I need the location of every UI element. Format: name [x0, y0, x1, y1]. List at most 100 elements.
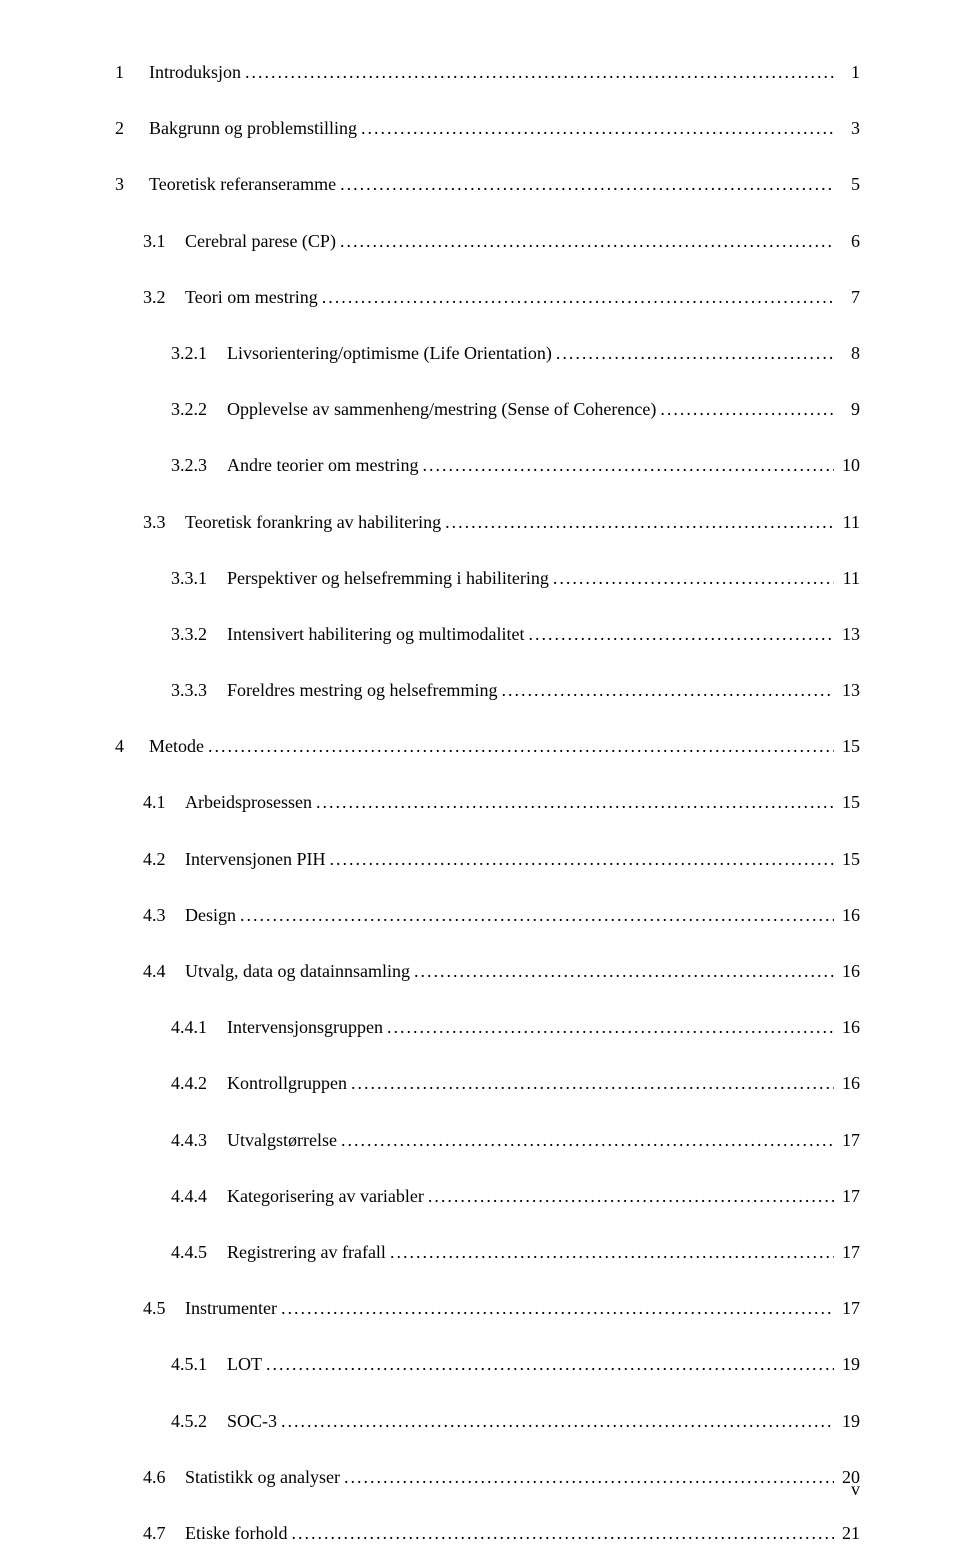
toc-entry-page: 11 — [838, 510, 860, 535]
toc-entry-number: 3.2.3 — [171, 453, 227, 478]
toc-entry-title: Foreldres mestring og helsefremming — [227, 678, 497, 703]
toc-entry-title: Intervensjonsgruppen — [227, 1015, 383, 1040]
toc-entry-number: 3.3.1 — [171, 566, 227, 591]
toc-entry-number: 4.4.1 — [171, 1015, 227, 1040]
toc-leader-dots — [351, 1071, 834, 1096]
toc-entry-page: 1 — [838, 60, 860, 85]
toc-entry: 1Introduksjon1 — [115, 60, 860, 85]
toc-leader-dots — [390, 1240, 834, 1265]
toc-entry-title: Teoretisk referanseramme — [149, 172, 336, 197]
toc-entry-title: SOC-3 — [227, 1409, 277, 1434]
toc-entry-title: Livsorientering/optimisme (Life Orientat… — [227, 341, 552, 366]
toc-entry-page: 15 — [838, 847, 860, 872]
toc-entry-title: Etiske forhold — [185, 1521, 287, 1546]
toc-entry: 3Teoretisk referanseramme5 — [115, 172, 860, 197]
toc-entry-page: 6 — [838, 229, 860, 254]
toc-entry-title: Registrering av frafall — [227, 1240, 386, 1265]
toc-entry-page: 19 — [838, 1352, 860, 1377]
toc-entry-title: Andre teorier om mestring — [227, 453, 418, 478]
toc-entry-page: 3 — [838, 116, 860, 141]
toc-entry-page: 13 — [838, 678, 860, 703]
toc-leader-dots — [428, 1184, 834, 1209]
toc-entry-title: Metode — [149, 734, 204, 759]
toc-leader-dots — [660, 397, 834, 422]
toc-leader-dots — [340, 172, 834, 197]
toc-entry: 4.5Instrumenter17 — [115, 1296, 860, 1321]
toc-entry-number: 4.4 — [143, 959, 185, 984]
toc-entry: 4.5.2SOC-3 19 — [115, 1409, 860, 1434]
toc-entry: 4.4.5Registrering av frafall 17 — [115, 1240, 860, 1265]
toc-entry: 4.6Statistikk og analyser20 — [115, 1465, 860, 1490]
toc-entry-number: 3.1 — [143, 229, 185, 254]
toc-entry-page: 10 — [838, 453, 860, 478]
page-number-footer: v — [851, 1479, 860, 1500]
toc-entry-title: LOT — [227, 1352, 262, 1377]
toc-entry-page: 15 — [838, 734, 860, 759]
toc-entry-number: 4.6 — [143, 1465, 185, 1490]
toc-entry: 3.3.1Perspektiver og helsefremming i hab… — [115, 566, 860, 591]
toc-leader-dots — [344, 1465, 834, 1490]
toc-entry-number: 3.3 — [143, 510, 185, 535]
toc-entry: 3.1Cerebral parese (CP)6 — [115, 229, 860, 254]
toc-leader-dots — [322, 285, 834, 310]
toc-entry: 4.1Arbeidsprosessen15 — [115, 790, 860, 815]
toc-entry-title: Utvalgstørrelse — [227, 1128, 337, 1153]
toc-entry-number: 4.4.2 — [171, 1071, 227, 1096]
toc-entry: 4.4.1Intervensjonsgruppen16 — [115, 1015, 860, 1040]
toc-entry: 4.4Utvalg, data og datainnsamling 16 — [115, 959, 860, 984]
toc-entry-page: 17 — [838, 1240, 860, 1265]
toc-entry: 2Bakgrunn og problemstilling3 — [115, 116, 860, 141]
toc-leader-dots — [329, 847, 834, 872]
toc-leader-dots — [361, 116, 834, 141]
toc-leader-dots — [281, 1296, 834, 1321]
toc-entry-number: 4.4.5 — [171, 1240, 227, 1265]
toc-entry-number: 4.4.3 — [171, 1128, 227, 1153]
toc-entry-title: Kategorisering av variabler — [227, 1184, 424, 1209]
toc-leader-dots — [528, 622, 834, 647]
toc-entry-title: Utvalg, data og datainnsamling — [185, 959, 410, 984]
toc-entry-page: 5 — [838, 172, 860, 197]
toc-entry: 4.5.1LOT19 — [115, 1352, 860, 1377]
page-number: v — [851, 1479, 860, 1499]
toc-entry-number: 1 — [115, 60, 149, 85]
toc-leader-dots — [445, 510, 834, 535]
toc-entry-page: 17 — [838, 1184, 860, 1209]
toc-entry: 4.4.2Kontrollgruppen 16 — [115, 1071, 860, 1096]
toc-entry-page: 16 — [838, 959, 860, 984]
toc-leader-dots — [316, 790, 834, 815]
toc-entry: 3.3Teoretisk forankring av habilitering 1… — [115, 510, 860, 535]
toc-entry: 3.3.3Foreldres mestring og helsefremming… — [115, 678, 860, 703]
toc-leader-dots — [240, 903, 834, 928]
toc-leader-dots — [501, 678, 834, 703]
toc-entry-number: 3.3.2 — [171, 622, 227, 647]
toc-entry-title: Design — [185, 903, 236, 928]
toc-entry: 4.3Design16 — [115, 903, 860, 928]
toc-entry-number: 4.5.2 — [171, 1409, 227, 1434]
table-of-contents: 1Introduksjon1 2Bakgrunn og problemstilli… — [115, 60, 860, 1546]
toc-entry: 3.2.3Andre teorier om mestring 10 — [115, 453, 860, 478]
toc-entry-page: 15 — [838, 790, 860, 815]
toc-entry-number: 2 — [115, 116, 149, 141]
toc-entry-page: 17 — [838, 1128, 860, 1153]
toc-entry-page: 19 — [838, 1409, 860, 1434]
toc-entry-number: 3.2.1 — [171, 341, 227, 366]
toc-entry-number: 4.4.4 — [171, 1184, 227, 1209]
toc-leader-dots — [281, 1409, 834, 1434]
toc-leader-dots — [208, 734, 834, 759]
toc-entry-page: 9 — [838, 397, 860, 422]
toc-entry: 4.7Etiske forhold21 — [115, 1521, 860, 1546]
toc-entry-page: 8 — [838, 341, 860, 366]
toc-entry: 4.4.4Kategorisering av variabler 17 — [115, 1184, 860, 1209]
toc-entry-number: 4.2 — [143, 847, 185, 872]
toc-entry-page: 11 — [838, 566, 860, 591]
toc-entry-number: 4.5 — [143, 1296, 185, 1321]
toc-entry-page: 16 — [838, 1071, 860, 1096]
toc-entry-title: Teori om mestring — [185, 285, 318, 310]
toc-entry-number: 4.7 — [143, 1521, 185, 1546]
toc-entry-title: Kontrollgruppen — [227, 1071, 347, 1096]
toc-leader-dots — [340, 229, 834, 254]
toc-leader-dots — [556, 341, 834, 366]
toc-entry-title: Statistikk og analyser — [185, 1465, 340, 1490]
toc-entry: 3.3.2Intensivert habilitering og multimo… — [115, 622, 860, 647]
toc-entry-title: Teoretisk forankring av habilitering — [185, 510, 441, 535]
